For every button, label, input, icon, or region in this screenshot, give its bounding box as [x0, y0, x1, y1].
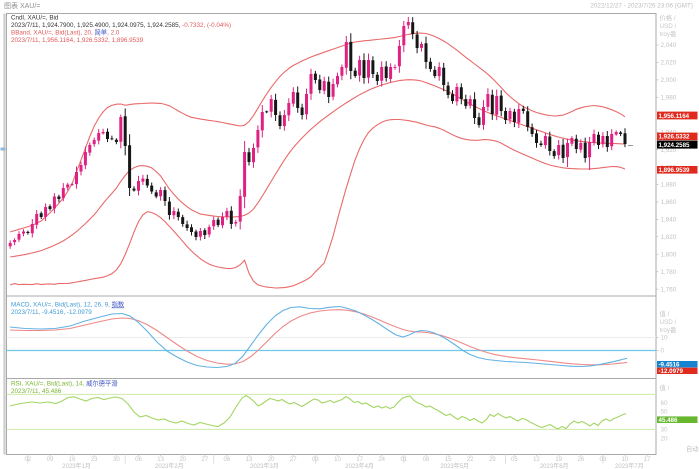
- svg-text:50: 50: [661, 409, 669, 416]
- svg-text:60: 60: [661, 400, 669, 407]
- svg-text:1,860: 1,860: [661, 199, 677, 206]
- svg-text:troy盎: troy盎: [660, 29, 677, 38]
- svg-text:BBand, XAU/=, Bid(Last), 20, 简: BBand, XAU/=, Bid(Last), 20, 简单, 2.0: [11, 28, 120, 37]
- svg-text:自动: 自动: [686, 444, 699, 453]
- svg-text:05: 05: [511, 457, 518, 463]
- svg-text:USD /: USD /: [660, 23, 677, 30]
- svg-text:1,800: 1,800: [661, 252, 677, 259]
- svg-text:13: 13: [246, 457, 253, 463]
- svg-text:19: 19: [555, 457, 562, 463]
- svg-text:23: 23: [91, 457, 98, 463]
- svg-text:2023/7/11, -9.4516, -12.0979: 2023/7/11, -9.4516, -12.0979: [11, 309, 92, 316]
- svg-text:17: 17: [356, 457, 363, 463]
- svg-text:27: 27: [290, 457, 297, 463]
- svg-text:1,980: 1,980: [661, 95, 677, 102]
- svg-text:1,956.1164: 1,956.1164: [659, 113, 690, 120]
- svg-text:2023/7/11, 45.486: 2023/7/11, 45.486: [11, 388, 62, 395]
- svg-text:2023年7月: 2023年7月: [615, 462, 644, 469]
- svg-text:1,840: 1,840: [661, 217, 677, 224]
- svg-text:15: 15: [445, 457, 452, 463]
- svg-text:30: 30: [113, 457, 120, 463]
- svg-text:USD /: USD /: [660, 319, 677, 326]
- svg-text:2023年1月: 2023年1月: [62, 462, 91, 469]
- svg-text:10: 10: [661, 335, 669, 342]
- svg-text:12: 12: [533, 457, 540, 463]
- svg-text:29: 29: [489, 457, 496, 463]
- svg-text:30: 30: [661, 427, 669, 434]
- svg-text:10: 10: [334, 457, 341, 463]
- svg-text:2,000: 2,000: [661, 77, 677, 84]
- svg-text:08: 08: [423, 457, 430, 463]
- svg-text:2023年4月: 2023年4月: [345, 462, 374, 469]
- svg-text:2023年3月: 2023年3月: [250, 462, 279, 469]
- svg-text:-9.4516: -9.4516: [659, 362, 681, 369]
- svg-text:27: 27: [201, 457, 208, 463]
- svg-text:值 /: 值 /: [660, 309, 670, 318]
- svg-text:13: 13: [157, 457, 164, 463]
- svg-text:20: 20: [268, 457, 275, 463]
- svg-text:06: 06: [135, 457, 142, 463]
- svg-text:10: 10: [622, 457, 629, 463]
- svg-text:2023年2月: 2023年2月: [155, 462, 184, 469]
- svg-text:2023年5月: 2023年5月: [440, 462, 469, 469]
- svg-text:16: 16: [69, 457, 76, 463]
- svg-text:1,924.2585: 1,924.2585: [659, 142, 691, 149]
- svg-text:09: 09: [47, 457, 54, 463]
- svg-text:20: 20: [179, 457, 186, 463]
- svg-text:2022/12/27 - 2023/7/26 23:06 (: 2022/12/27 - 2023/7/26 23:06 (GMT): [590, 3, 693, 10]
- svg-text:1,896.9539: 1,896.9539: [659, 167, 691, 174]
- svg-text:06: 06: [224, 457, 231, 463]
- svg-text:价格 /: 价格 /: [660, 13, 676, 22]
- svg-text:2023年6月: 2023年6月: [540, 462, 569, 469]
- svg-text:2023/7/11, 1,956.1164, 1,926.5: 2023/7/11, 1,956.1164, 1,926.5332, 1,896…: [11, 37, 144, 44]
- svg-text:2023/7/11, 1,924.7900, 1,925.4: 2023/7/11, 1,924.7900, 1,925.4900, 1,924…: [11, 22, 231, 29]
- svg-text:20: 20: [661, 435, 669, 442]
- svg-text:1,820: 1,820: [661, 234, 677, 241]
- svg-text:1,920: 1,920: [661, 147, 677, 154]
- svg-text:2,020: 2,020: [661, 60, 677, 67]
- svg-text:45.486: 45.486: [659, 417, 678, 424]
- svg-text:troy盎: troy盎: [660, 325, 677, 334]
- svg-text:1,880: 1,880: [661, 182, 677, 189]
- svg-text:0: 0: [661, 348, 665, 355]
- svg-text:17: 17: [644, 457, 651, 463]
- svg-text:值 /: 值 /: [660, 383, 670, 392]
- svg-text:22: 22: [467, 457, 474, 463]
- svg-text:24: 24: [378, 457, 385, 463]
- svg-text:1,926.5332: 1,926.5332: [659, 134, 691, 141]
- svg-text:图表 XAU/=: 图表 XAU/=: [4, 1, 40, 10]
- svg-text:26: 26: [577, 457, 584, 463]
- svg-text:2,040: 2,040: [661, 42, 677, 49]
- svg-text:RSI, XAU/=, Bid(Last), 14, 威尔德: RSI, XAU/=, Bid(Last), 14, 威尔德平滑: [11, 379, 118, 388]
- svg-text:-12.0979: -12.0979: [659, 368, 684, 375]
- svg-text:1,760: 1,760: [661, 286, 677, 293]
- svg-text:MACD, XAU/=, Bid(Last), 12, 26: MACD, XAU/=, Bid(Last), 12, 26, 9, 指数: [11, 300, 125, 309]
- svg-text:Cndl, XAU/=, Bid: Cndl, XAU/=, Bid: [11, 15, 59, 22]
- svg-text:1,780: 1,780: [661, 269, 677, 276]
